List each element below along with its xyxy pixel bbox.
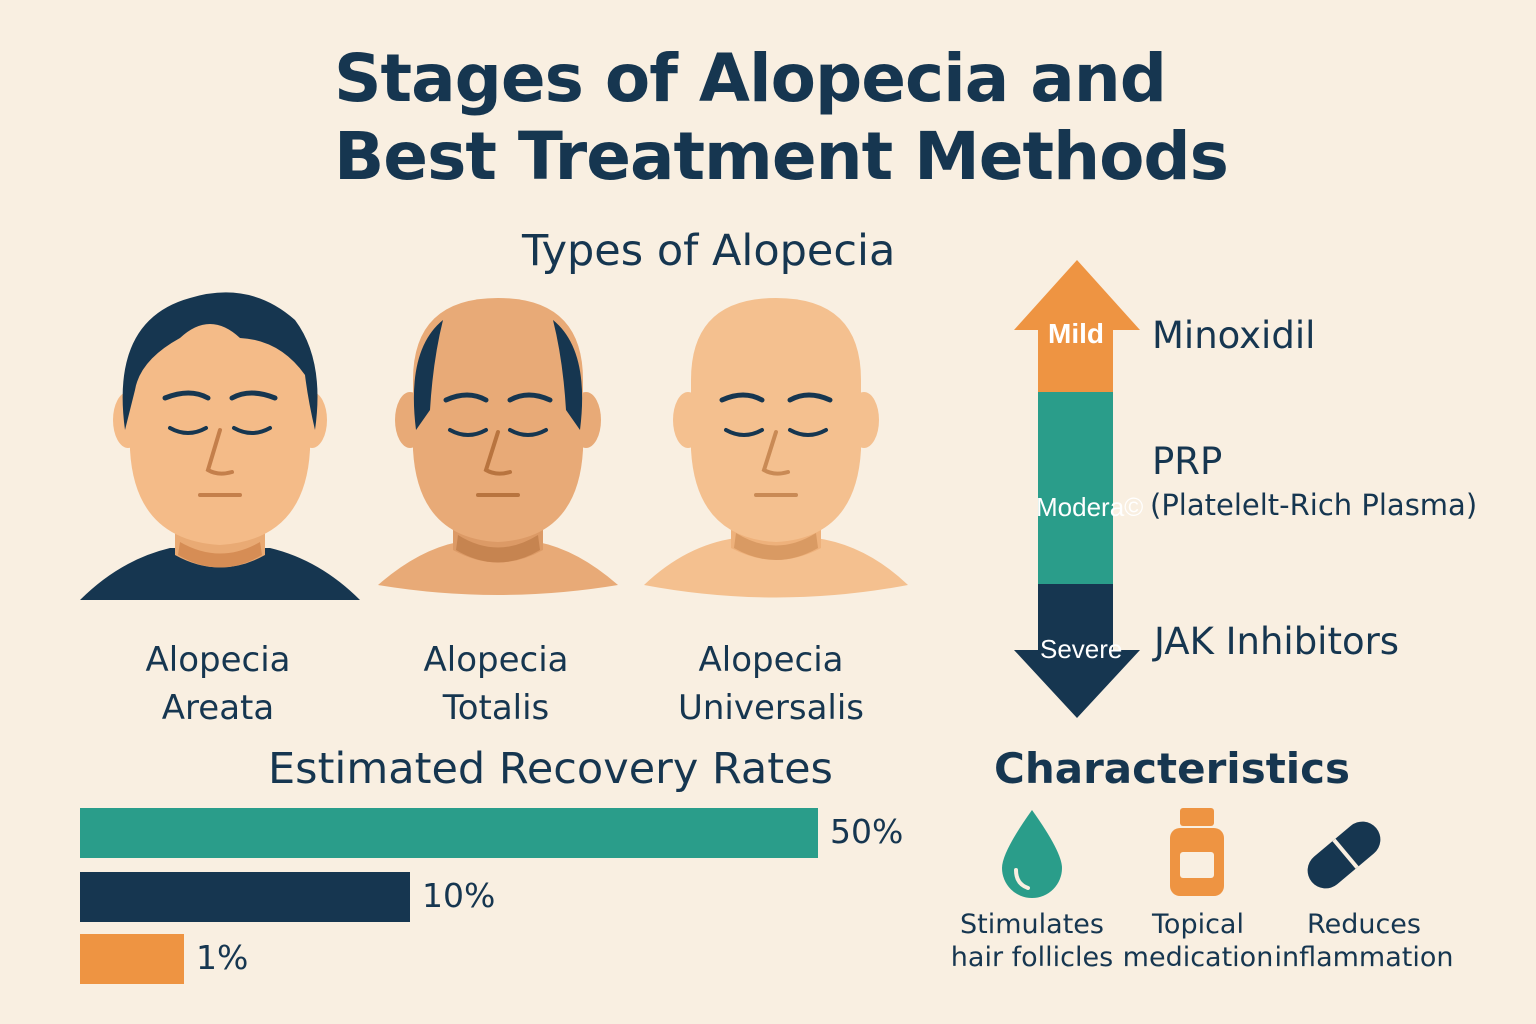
stage-label-moderate: Modera© bbox=[1036, 492, 1144, 522]
page-title: Stages of Alopecia and Best Treatment Me… bbox=[334, 40, 1234, 196]
type-label-line1: Alopecia bbox=[423, 640, 569, 680]
char-label-line1: Topical bbox=[1152, 909, 1244, 940]
char-label-line2: inflammation bbox=[1274, 942, 1454, 973]
recovery-bar bbox=[80, 872, 410, 922]
type-label-line2: Universalis bbox=[677, 688, 865, 728]
type-label-areata: Alopecia Areata bbox=[88, 636, 348, 732]
recovery-bar-value: 1% bbox=[196, 938, 249, 977]
char-label-line2: hair follicles bbox=[950, 942, 1114, 973]
man-face-full-hair-icon bbox=[80, 280, 360, 620]
man-face-bald-icon bbox=[636, 280, 916, 620]
recovery-bar bbox=[80, 808, 818, 858]
medicine-bottle-icon bbox=[1166, 806, 1228, 902]
characteristic-label-topical: Topical medication bbox=[1108, 908, 1288, 974]
type-label-line2: Totalis bbox=[442, 688, 550, 728]
mild-arrow-head bbox=[1014, 260, 1140, 392]
man-face-balding-icon bbox=[358, 280, 638, 620]
types-heading: Types of Alopecia bbox=[522, 226, 896, 276]
type-label-line1: Alopecia bbox=[698, 640, 844, 680]
treatment-prp: PRP bbox=[1152, 440, 1223, 483]
capsule-pill-icon bbox=[1298, 812, 1390, 902]
characteristic-label-stimulates: Stimulates hair follicles bbox=[942, 908, 1122, 974]
water-drop-icon bbox=[1000, 808, 1064, 902]
treatment-minoxidil: Minoxidil bbox=[1152, 314, 1316, 357]
type-label-universalis: Alopecia Universalis bbox=[641, 636, 901, 732]
recovery-bar-value: 50% bbox=[830, 812, 904, 851]
recovery-bar-value: 10% bbox=[422, 876, 496, 915]
severity-arrow bbox=[1010, 260, 1145, 720]
stage-label-severe: Severe bbox=[1040, 634, 1123, 664]
treatment-jak-inhibitors: JAK Inhibitors bbox=[1154, 620, 1400, 663]
type-label-line1: Alopecia bbox=[145, 640, 291, 680]
severe-arrow-head bbox=[1014, 584, 1140, 718]
type-label-line2: Areata bbox=[161, 688, 275, 728]
treatment-prp-subtitle: (Platelelt-Rich Plasma) bbox=[1150, 488, 1478, 522]
type-label-totalis: Alopecia Totalis bbox=[366, 636, 626, 732]
stage-label-mild: Mild bbox=[1048, 318, 1104, 349]
title-line-1: Stages of Alopecia and bbox=[334, 40, 1167, 117]
char-label-line1: Reduces bbox=[1307, 909, 1421, 940]
char-label-line1: Stimulates bbox=[960, 909, 1104, 940]
characteristics-heading: Characteristics bbox=[994, 744, 1351, 793]
characteristic-label-reduces: Reduces inflammation bbox=[1274, 908, 1454, 974]
moderate-segment bbox=[1038, 392, 1113, 584]
recovery-heading: Estimated Recovery Rates bbox=[268, 744, 833, 794]
title-line-2: Best Treatment Methods bbox=[334, 118, 1229, 195]
char-label-line2: medication bbox=[1122, 942, 1274, 973]
recovery-bar bbox=[80, 934, 184, 984]
